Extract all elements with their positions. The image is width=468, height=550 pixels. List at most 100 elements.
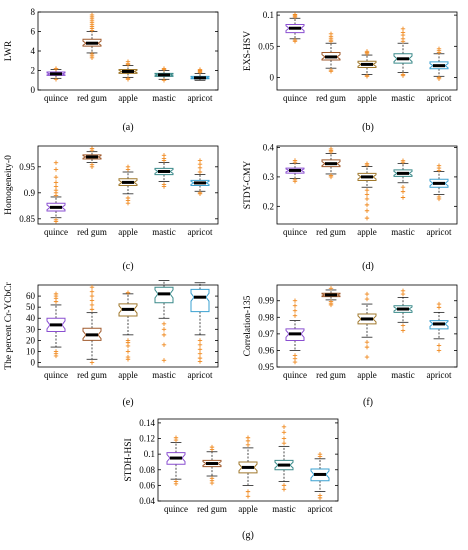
y-tick-label: 20 — [26, 335, 36, 345]
y-axis-label: STDY-CMY — [243, 161, 253, 210]
outlier-point — [161, 327, 167, 332]
outlier-point — [161, 78, 167, 83]
outlier-point — [364, 49, 370, 54]
outlier-point — [209, 444, 215, 450]
x-tick-label: mastic — [391, 370, 415, 380]
box-quince — [285, 167, 305, 174]
y-tick-label: 0.85 — [19, 214, 35, 224]
outlier-point — [125, 290, 131, 295]
y-tick-label: 0 — [31, 85, 36, 95]
box-red-gum — [202, 459, 222, 468]
x-tick-label: quince — [44, 227, 68, 237]
y-tick-label: 0.12 — [139, 434, 155, 444]
outlier-point — [53, 160, 59, 165]
x-tick-label: apple — [118, 93, 138, 103]
outlier-point — [53, 217, 59, 223]
outlier-point — [125, 338, 131, 343]
y-tick-label: 0.95 — [19, 162, 35, 172]
outlier-point — [436, 75, 442, 80]
outlier-point — [197, 67, 203, 72]
x-tick-label: red gum — [77, 370, 107, 380]
outlier-point — [161, 66, 167, 71]
y-tick-label: 0.2 — [263, 201, 274, 211]
outlier-point — [89, 360, 95, 365]
x-tick-label: quince — [283, 370, 307, 380]
outlier-point — [161, 182, 167, 187]
outlier-point — [364, 344, 370, 350]
box-quince — [46, 202, 66, 212]
y-tick-label: 40 — [26, 313, 36, 323]
x-tick-label: apple — [357, 227, 377, 237]
outlier-point — [281, 441, 287, 446]
plot-frame — [276, 11, 458, 91]
box-red-gum — [321, 52, 341, 61]
y-tick-label: 60 — [26, 291, 36, 301]
outlier-point — [89, 298, 95, 303]
outlier-point — [125, 195, 131, 201]
outlier-point — [436, 343, 442, 348]
outlier-point — [197, 351, 203, 356]
outlier-point — [245, 435, 251, 440]
outlier-point — [364, 296, 370, 302]
outlier-point — [364, 208, 370, 213]
outlier-point — [89, 162, 95, 167]
outlier-point — [89, 293, 95, 299]
box-apricot — [190, 179, 210, 187]
outlier-point — [436, 194, 442, 200]
outlier-point — [328, 31, 334, 37]
x-tick-label: apple — [118, 370, 138, 380]
outlier-point — [125, 59, 131, 64]
y-tick-label: 0.06 — [139, 480, 155, 490]
y-tick-label: 30 — [26, 324, 36, 334]
x-tick-label: quince — [283, 93, 307, 103]
outlier-point — [53, 349, 59, 354]
x-tick-label: mastic — [152, 370, 176, 380]
x-tick-label: red gum — [77, 227, 107, 237]
y-tick-label: 0.95 — [258, 362, 274, 372]
y-tick-label: 0.96 — [258, 345, 274, 355]
outlier-point — [89, 285, 95, 290]
box-apple — [118, 178, 138, 187]
outlier-point — [292, 308, 298, 313]
y-axis-label: LWR — [4, 40, 14, 61]
y-tick-label: 0.1 — [144, 449, 155, 459]
box-mastic — [154, 167, 174, 176]
box-mastic — [393, 169, 413, 177]
outlier-point — [281, 430, 287, 435]
outlier-point — [400, 195, 406, 200]
outlier-point — [161, 332, 167, 338]
y-tick-label: 2 — [31, 66, 36, 76]
outlier-point — [197, 355, 203, 361]
outlier-point — [400, 26, 406, 32]
box-apple — [357, 313, 377, 325]
box-mastic — [274, 459, 294, 471]
box-apple — [357, 172, 377, 181]
y-axis-label: STDH-HSI — [124, 438, 134, 481]
outlier-point — [197, 169, 203, 175]
outlier-point — [197, 338, 203, 343]
outlier-point — [328, 67, 334, 73]
y-tick-label: 50 — [26, 302, 36, 312]
y-tick-label: 10 — [26, 346, 36, 356]
outlier-point — [161, 321, 167, 326]
x-tick-label: apricot — [188, 227, 213, 237]
x-tick-label: mastic — [391, 93, 415, 103]
box-mastic — [393, 53, 413, 64]
x-tick-label: apple — [118, 227, 138, 237]
outlier-point — [364, 73, 370, 78]
outlier-point — [245, 442, 251, 447]
outlier-point — [209, 476, 215, 481]
outlier-point — [197, 190, 203, 195]
chart-panel-3: 0.85 0.9 0.95 Homogeneity-0 (c) quince red gum… — [4, 145, 219, 272]
plot-frame — [276, 284, 458, 368]
box-quince — [46, 71, 66, 76]
box-red-gum — [82, 327, 102, 341]
outlier-point — [89, 289, 95, 294]
y-tick-label: 6 — [31, 27, 36, 37]
x-tick-label: red gum — [316, 370, 346, 380]
box-apricot — [190, 288, 210, 313]
outlier-point — [364, 339, 370, 345]
panel-caption: (b) — [362, 122, 374, 133]
outlier-point — [364, 215, 370, 221]
